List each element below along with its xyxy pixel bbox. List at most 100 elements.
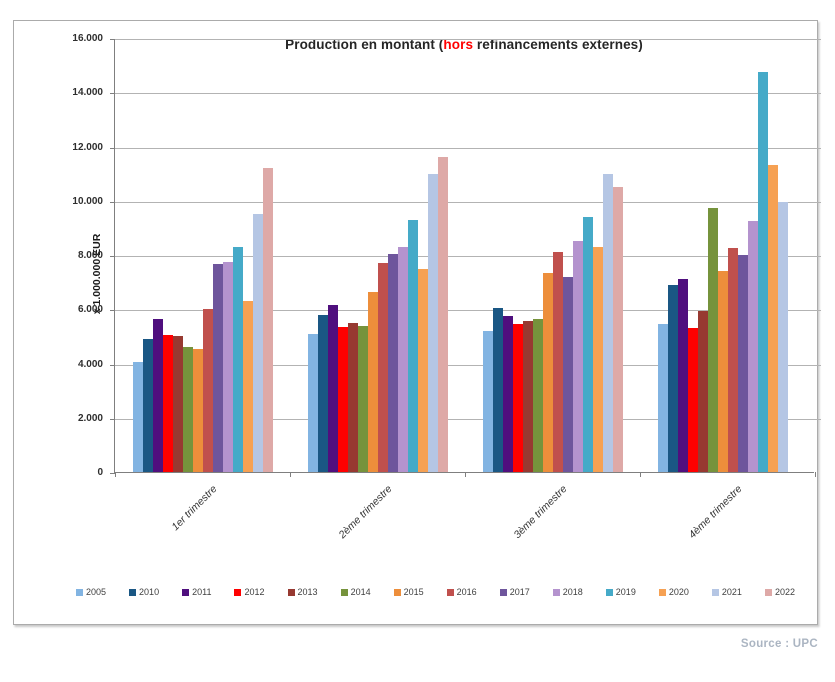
bar-2014-2ème-trimestre: [357, 326, 368, 472]
y-axis-tick: [110, 39, 115, 40]
y-axis-tick-label: 0: [97, 467, 103, 478]
bar-2022-2ème-trimestre: [437, 157, 448, 472]
bar-2020-1er-trimestre: [242, 301, 253, 472]
bar-2014-4ème-trimestre: [707, 208, 718, 472]
bar-2012-4ème-trimestre: [687, 328, 698, 472]
bar-2017-1er-trimestre: [212, 264, 223, 472]
y-axis-tick: [110, 365, 115, 366]
bar-group-1: [115, 38, 290, 472]
bar-2021-3ème-trimestre: [602, 174, 613, 472]
legend-item-2019: 2019: [605, 587, 636, 597]
bar-2016-4ème-trimestre: [727, 248, 738, 472]
legend-swatch-icon: [446, 588, 454, 596]
bar-2018-3ème-trimestre: [572, 241, 583, 472]
legend-item-2018: 2018: [552, 587, 583, 597]
plot-area: x 1.000.000 EUR 0 2.000 4.000 6.000 8.000 10.…: [72, 33, 821, 541]
legend-item-2010: 2010: [129, 587, 159, 597]
bar-2012-2ème-trimestre: [337, 327, 348, 472]
gridline: [115, 148, 821, 149]
bar-2010-2ème-trimestre: [317, 315, 328, 472]
bar-2018-2ème-trimestre: [397, 247, 408, 472]
bar-2011-1er-trimestre: [152, 319, 163, 472]
gridline: [115, 202, 821, 203]
bar-2011-4ème-trimestre: [677, 279, 688, 472]
legend-swatch-icon: [76, 588, 83, 596]
bar-2019-4ème-trimestre: [757, 72, 768, 472]
y-axis-tick-label: 4.000: [77, 359, 103, 370]
legend-label: 2013: [297, 587, 318, 597]
bar-2021-4ème-trimestre: [777, 202, 788, 472]
bar-groups: [115, 38, 815, 472]
y-axis-tick: [110, 202, 115, 203]
gridline: [115, 365, 821, 366]
legend-label: 2010: [139, 587, 160, 597]
bar-group-2: [290, 38, 465, 472]
legend: 2005 2010 2011 2012 2013 2014 2015 2016 2017 2018…: [76, 587, 795, 597]
legend-swatch-icon: [234, 588, 242, 596]
y-axis-tick-label: 12.000: [72, 142, 103, 153]
bar-2013-1er-trimestre: [172, 336, 183, 472]
x-axis-tick: [290, 472, 291, 477]
legend-label: 2021: [721, 587, 742, 597]
legend-item-2020: 2020: [658, 587, 689, 597]
x-axis-label-2: 2ème trimestre: [335, 483, 394, 542]
bar-2016-1er-trimestre: [202, 309, 213, 472]
y-axis-tick-label: 8.000: [77, 250, 103, 261]
source-note: Source : UPC: [740, 638, 818, 650]
bar-2011-3ème-trimestre: [502, 316, 513, 472]
y-axis-tick: [110, 256, 115, 257]
bar-2019-3ème-trimestre: [582, 217, 593, 472]
x-axis-tick: [115, 472, 116, 477]
legend-label: 2011: [192, 587, 212, 597]
gridline: [115, 39, 821, 40]
bar-2022-3ème-trimestre: [612, 187, 623, 472]
bar-2020-2ème-trimestre: [417, 269, 428, 472]
legend-label: 2014: [350, 587, 371, 597]
gridline: [115, 93, 821, 94]
bar-2020-4ème-trimestre: [767, 165, 778, 472]
y-axis-tick: [110, 473, 115, 474]
bar-2012-1er-trimestre: [162, 335, 173, 472]
legend-swatch-icon: [129, 588, 137, 596]
legend-label: 2018: [562, 587, 583, 597]
bar-2020-3ème-trimestre: [592, 247, 603, 472]
x-axis-tick: [640, 472, 641, 477]
gridline: [115, 419, 821, 420]
y-axis-tick-label: 10.000: [72, 196, 103, 207]
legend-label: 2017: [509, 587, 530, 597]
bar-2015-2ème-trimestre: [367, 292, 378, 472]
legend-swatch-icon: [605, 588, 613, 596]
x-axis-tick: [815, 472, 816, 477]
legend-label: 2005: [86, 587, 107, 597]
bar-2021-2ème-trimestre: [427, 174, 438, 472]
legend-label: 2012: [244, 587, 265, 597]
legend-swatch-icon: [764, 588, 772, 596]
legend-item-2017: 2017: [499, 587, 530, 597]
chart-title-highlight: hors: [443, 37, 474, 52]
bar-2005-4ème-trimestre: [657, 324, 668, 472]
bar-group-4: [640, 38, 815, 472]
legend-swatch-icon: [658, 588, 666, 596]
bar-2016-2ème-trimestre: [377, 263, 388, 472]
legend-swatch-icon: [499, 588, 507, 596]
legend-swatch-icon: [393, 588, 401, 596]
bar-2018-1er-trimestre: [222, 262, 233, 472]
legend-item-2012: 2012: [234, 587, 265, 597]
legend-item-2022: 2022: [764, 587, 795, 597]
legend-label: 2019: [615, 587, 636, 597]
bar-2017-4ème-trimestre: [737, 255, 748, 472]
bar-2010-3ème-trimestre: [492, 308, 503, 472]
legend-label: 2015: [403, 587, 424, 597]
gridline: [115, 256, 821, 257]
legend-swatch-icon: [711, 588, 719, 596]
legend-item-2021: 2021: [711, 587, 742, 597]
bar-2018-4ème-trimestre: [747, 221, 758, 472]
bar-2005-2ème-trimestre: [307, 334, 318, 472]
chart-title-suffix: refinancements externes): [473, 37, 643, 52]
bar-2013-2ème-trimestre: [347, 323, 358, 472]
y-axis-tick: [110, 310, 115, 311]
bar-2014-1er-trimestre: [182, 347, 193, 472]
legend-item-2016: 2016: [446, 587, 477, 597]
bar-2015-3ème-trimestre: [542, 273, 553, 472]
y-axis-tick-label: 14.000: [72, 87, 103, 98]
